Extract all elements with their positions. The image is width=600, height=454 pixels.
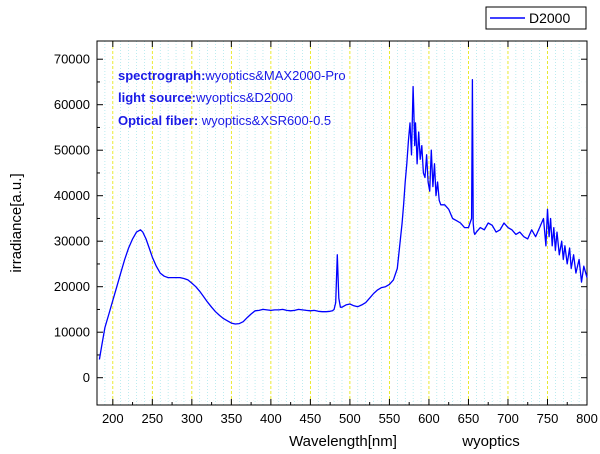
x-tick-label: 550 [379, 411, 401, 426]
legend: D2000 [485, 6, 587, 30]
y-tick-label: 30000 [54, 234, 90, 249]
plot-frame [96, 40, 588, 406]
y-tick-label: 60000 [54, 97, 90, 112]
annotation-spectrograph: spectrograph:wyoptics&MAX2000-Pro [118, 68, 346, 83]
annotation-light-source: light source:wyoptics&D2000 [118, 90, 293, 105]
x-tick-label: 350 [221, 411, 243, 426]
x-tick-label: 450 [300, 411, 322, 426]
x-tick-label: 750 [537, 411, 559, 426]
annotation-optical-fiber: Optical fiber: wyoptics&XSR600-0.5 [118, 113, 331, 128]
y-axis-title: irradiance[a.u.] [8, 173, 25, 272]
series-line-d2000 [98, 79, 588, 360]
x-tick-label: 500 [339, 411, 361, 426]
y-tick-label: 70000 [54, 52, 90, 67]
x-tick-label: 300 [181, 411, 203, 426]
y-tick-label: 40000 [54, 188, 90, 203]
y-tick-label: 50000 [54, 143, 90, 158]
ticks-layer: 200 250 300 350 400 450 500 550 600 650 700 750 800 0… [54, 41, 598, 426]
x-tick-label: 800 [576, 411, 598, 426]
watermark-text: wyoptics [461, 433, 520, 450]
x-tick-label: 650 [458, 411, 480, 426]
x-tick-label: 700 [497, 411, 519, 426]
legend-label: D2000 [529, 10, 570, 26]
y-tick-label: 20000 [54, 279, 90, 294]
x-tick-label: 400 [260, 411, 282, 426]
x-tick-label: 200 [102, 411, 124, 426]
legend-box [485, 6, 587, 30]
x-tick-label: 250 [141, 411, 163, 426]
x-axis-title: Wavelength[nm] [289, 433, 397, 450]
y-tick-label: 0 [83, 370, 90, 385]
x-tick-label: 600 [418, 411, 440, 426]
y-tick-label: 10000 [54, 325, 90, 340]
annotation-block: spectrograph:wyoptics&MAX2000-Pro light … [118, 68, 346, 128]
